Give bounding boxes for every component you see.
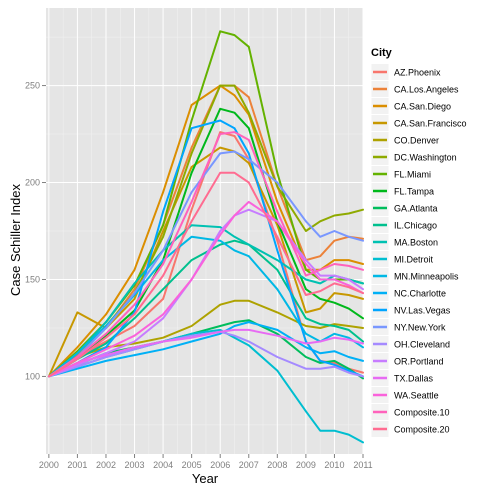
- axes: 2000 2001 2002 2003 2004 2005 2006 2007 2008 2009…: [25, 81, 373, 470]
- series-line-nc-charlotte: [47, 321, 364, 378]
- legend-label: CO.Denver: [394, 136, 439, 146]
- legend-label: NC.Charlotte: [394, 289, 446, 299]
- series-line-wa-seattle: [47, 200, 364, 378]
- y-tick-label: 150: [25, 274, 40, 284]
- x-tick-label: 2011: [353, 460, 372, 470]
- legend-label: CA.San.Diego: [394, 102, 451, 112]
- y-tick-label: 200: [25, 178, 40, 188]
- legend-label: NV.Las.Vegas: [394, 306, 451, 316]
- series-line-ca-san-diego: [47, 84, 364, 378]
- x-tick-label: 2007: [239, 460, 259, 470]
- legend-label: OH.Cleveland: [394, 340, 450, 350]
- legend-label: FL.Tampa: [394, 187, 434, 197]
- legend-label: CA.San.Francisco: [394, 119, 467, 129]
- legend-label: MI.Detroit: [394, 255, 434, 265]
- legend-label: GA.Atlanta: [394, 204, 438, 214]
- x-tick-label: 2009: [296, 460, 316, 470]
- legend-label: MA.Boston: [394, 238, 438, 248]
- legend-label: NY.New.York: [394, 323, 446, 333]
- y-tick-label: 250: [25, 81, 40, 91]
- x-tick-label: 2003: [125, 460, 145, 470]
- series-line-ny-new-york: [47, 150, 364, 378]
- legend: City AZ.Phoenix CA.Los.Angeles CA.San.Dieg…: [370, 47, 467, 438]
- x-tick-label: 2010: [324, 460, 344, 470]
- legend-label: TX.Dallas: [394, 374, 434, 384]
- x-tick-label: 2008: [267, 460, 287, 470]
- legend-label: FL.Miami: [394, 170, 431, 180]
- y-tick-label: 100: [25, 371, 40, 381]
- series-lines: [47, 30, 364, 444]
- legend-label: IL.Chicago: [394, 221, 437, 231]
- legend-label: OR.Portland: [394, 357, 444, 367]
- series-line-ga-atlanta: [47, 319, 364, 380]
- series-line-tx-dallas: [47, 328, 364, 378]
- legend-title: City: [371, 47, 393, 59]
- x-tick-label: 2002: [96, 460, 116, 470]
- series-line-composite-20: [47, 171, 364, 378]
- legend-label: DC.Washington: [394, 153, 457, 163]
- x-axis-title: Year: [192, 471, 219, 486]
- legend-label: AZ.Phoenix: [394, 68, 441, 78]
- x-tick-label: 2004: [153, 460, 173, 470]
- series-line-ma-boston: [47, 224, 364, 378]
- legend-label: Composite.20: [394, 425, 450, 435]
- x-tick-label: 2006: [210, 460, 230, 470]
- y-axis-title: Case Schiller Index: [8, 184, 23, 296]
- series-line-composite-10: [47, 131, 364, 378]
- legend-label: Composite.10: [394, 408, 450, 418]
- series-line-nv-las-vegas: [47, 119, 364, 378]
- x-tick-label: 2001: [67, 460, 87, 470]
- series-line-oh-cleveland: [47, 330, 364, 378]
- legend-label: CA.Los.Angeles: [394, 85, 459, 95]
- x-tick-label: 2000: [39, 460, 59, 470]
- legend-label: WA.Seattle: [394, 391, 439, 401]
- series-line-fl-tampa: [47, 107, 364, 378]
- grid-lines: [46, 8, 364, 454]
- legend-label: MN.Minneapolis: [394, 272, 459, 282]
- x-tick-label: 2005: [182, 460, 202, 470]
